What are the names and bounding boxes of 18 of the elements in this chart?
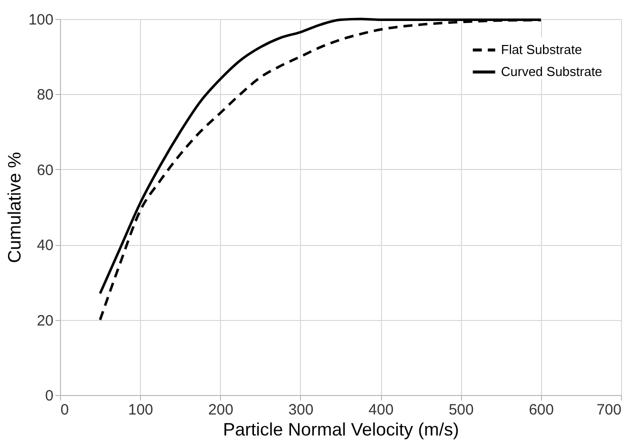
x-tick-label: 400 [368,402,394,418]
x-tick-label: 300 [288,402,314,418]
x-tick-label: 700 [596,402,622,418]
y-tick-label: 100 [28,12,54,28]
y-tick-label: 60 [36,162,54,179]
legend-label: Flat Substrate [501,42,582,57]
x-tick-label: 500 [448,402,474,418]
x-tick-label: 0 [60,402,69,418]
x-axis-title: Particle Normal Velocity (m/s) [222,420,460,440]
y-tick-label: 40 [36,237,54,254]
y-tick-label: 20 [36,312,54,330]
y-axis-title: Cumulative % [4,152,24,264]
y-tick-label: 80 [36,86,54,104]
legend-label: Curved Substrate [501,64,602,79]
y-tick-label: 0 [45,388,54,404]
x-tick-label: 600 [528,402,554,418]
x-tick-label: 200 [208,402,234,418]
x-tick-label: 100 [128,402,154,418]
